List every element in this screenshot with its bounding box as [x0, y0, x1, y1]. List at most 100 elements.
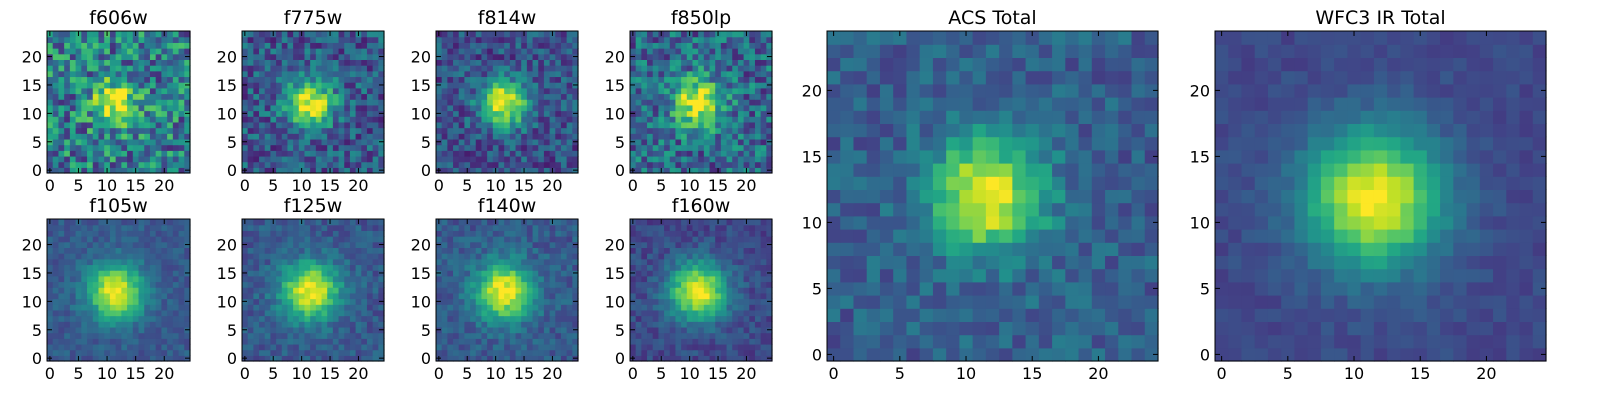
- heatmap-cell: [509, 275, 517, 283]
- heatmap-cell: [521, 236, 528, 243]
- heatmap-cell: [709, 70, 716, 78]
- heatmap-cell: [132, 298, 140, 305]
- heatmap-cell: [652, 104, 659, 112]
- heatmap-cell: [692, 144, 699, 151]
- heatmap-cell: [372, 224, 379, 231]
- heatmap-cell: [543, 236, 551, 243]
- heatmap-cell: [264, 104, 271, 112]
- heatmap-cell: [321, 144, 328, 151]
- heatmap-cell: [64, 292, 71, 300]
- heatmap-cell: [304, 321, 311, 328]
- heatmap-cell: [321, 59, 328, 66]
- heatmap-cell: [144, 326, 151, 334]
- heatmap-cell: [749, 48, 756, 55]
- heatmap-cell: [526, 343, 534, 351]
- heatmap-cell: [247, 138, 254, 146]
- heatmap-cell: [104, 326, 111, 334]
- heatmap-cell: [109, 224, 117, 231]
- heatmap-cell: [447, 298, 454, 305]
- heatmap-cell: [121, 309, 128, 317]
- heatmap-cell: [720, 121, 728, 129]
- heatmap-cell: [304, 42, 311, 49]
- heatmap-cell: [144, 338, 151, 345]
- heatmap-cell: [453, 138, 460, 146]
- heatmap-cell: [509, 355, 517, 362]
- heatmap-cell: [453, 65, 460, 72]
- heatmap-cell: [498, 87, 505, 95]
- heatmap-cell: [664, 349, 671, 356]
- heatmap-cell: [453, 110, 460, 117]
- heatmap-cell: [681, 53, 688, 60]
- heatmap-cell: [281, 241, 289, 248]
- heatmap-cell: [338, 48, 345, 55]
- heatmap-cell: [92, 332, 100, 339]
- heatmap-cell: [647, 99, 654, 106]
- heatmap-cell: [766, 281, 773, 288]
- heatmap-cell: [161, 258, 168, 266]
- heatmap-cell: [310, 133, 317, 140]
- heatmap-cell: [242, 65, 249, 72]
- heatmap-cell: [703, 116, 711, 123]
- heatmap-cell: [686, 76, 694, 83]
- heatmap-cell: [64, 321, 71, 328]
- heatmap-cell: [532, 326, 539, 334]
- heatmap-cell: [81, 87, 88, 95]
- heatmap-cell: [104, 99, 111, 106]
- heatmap-cell: [641, 304, 648, 311]
- heatmap-cell: [109, 253, 117, 260]
- heatmap-cell: [253, 332, 260, 339]
- heatmap-cell: [749, 304, 756, 311]
- y-tick-label: 10: [217, 104, 237, 123]
- heatmap-cell: [172, 150, 180, 157]
- heatmap-cell: [298, 104, 306, 112]
- heatmap-cell: [726, 53, 733, 60]
- heatmap-cell: [281, 59, 289, 66]
- heatmap-cell: [276, 258, 283, 266]
- heatmap-cell: [87, 99, 94, 106]
- heatmap-cell: [749, 70, 756, 78]
- heatmap-cell: [58, 48, 65, 55]
- heatmap-cell: [470, 275, 477, 283]
- heatmap-cell: [378, 287, 385, 294]
- heatmap-cell: [321, 150, 328, 157]
- heatmap-cell: [703, 127, 711, 134]
- heatmap-cell: [132, 315, 140, 322]
- heatmap-cell: [115, 219, 122, 226]
- heatmap-cell: [658, 275, 665, 283]
- heatmap-cell: [132, 110, 140, 117]
- heatmap-cell: [647, 309, 654, 317]
- heatmap-cell: [98, 287, 105, 294]
- heatmap-cell: [366, 309, 374, 317]
- heatmap-cell: [641, 298, 648, 305]
- heatmap-cell: [167, 304, 174, 311]
- heatmap-cell: [149, 253, 157, 260]
- heatmap-cell: [321, 355, 328, 362]
- heatmap-cell: [630, 281, 637, 288]
- heatmap-cell: [641, 332, 648, 339]
- heatmap-cell: [155, 270, 162, 277]
- heatmap-cell: [115, 110, 122, 117]
- heatmap-cell: [498, 150, 505, 157]
- heatmap-cell: [498, 42, 505, 49]
- heatmap-cell: [247, 349, 254, 356]
- heatmap-cell: [560, 110, 568, 117]
- heatmap-cell: [298, 150, 306, 157]
- heatmap-cell: [526, 275, 534, 283]
- heatmap-cell: [127, 138, 134, 146]
- heatmap-cell: [509, 315, 517, 322]
- heatmap-cell: [630, 59, 637, 66]
- heatmap-cell: [498, 292, 505, 300]
- heatmap-cell: [698, 116, 705, 123]
- heatmap-cell: [630, 155, 637, 163]
- heatmap-cell: [259, 116, 266, 123]
- heatmap-cell: [172, 82, 180, 89]
- heatmap-cell: [310, 76, 317, 83]
- heatmap-cell: [453, 87, 460, 95]
- heatmap-cell: [344, 133, 351, 140]
- heatmap-cell: [743, 104, 750, 112]
- heatmap-cell: [247, 65, 254, 72]
- heatmap-cell: [555, 133, 562, 140]
- heatmap-cell: [515, 236, 522, 243]
- heatmap-cell: [115, 144, 122, 151]
- heatmap-cell: [161, 65, 168, 72]
